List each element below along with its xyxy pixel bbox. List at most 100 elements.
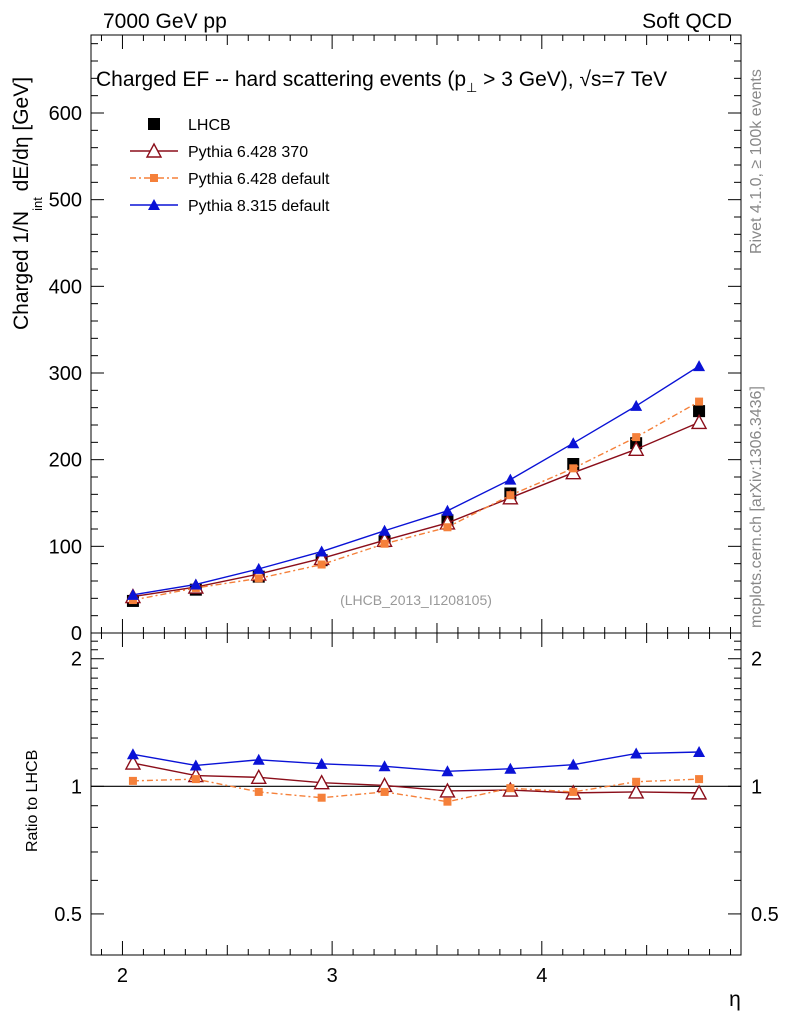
ratio-point <box>380 787 389 796</box>
ratio-series-line <box>132 751 700 773</box>
legend-marker <box>145 142 163 158</box>
ytick-label: 600 <box>49 103 82 125</box>
main-point <box>690 413 708 430</box>
ratio-point <box>693 745 706 757</box>
ratio-point <box>439 782 456 798</box>
ratio-series-0 <box>124 754 708 800</box>
ratio-point <box>569 787 578 796</box>
main-point <box>569 464 578 473</box>
ratio-point <box>504 762 517 774</box>
legend-label: Pythia 8.315 default <box>188 198 330 215</box>
top-ylabel-sub: int <box>30 197 45 211</box>
ytick-label: 200 <box>49 450 82 472</box>
ratio-point <box>627 783 645 799</box>
ratio-point <box>695 775 704 784</box>
bottom-ylabel: Ratio to LHCB <box>24 750 41 852</box>
legend: LHCB Pythia 6.428 370 Pythia 6.428 default… <box>130 117 330 215</box>
ratio-series-1 <box>128 775 704 806</box>
ytick-label: 300 <box>49 363 82 385</box>
ratio-point <box>443 797 452 806</box>
legend-label: Pythia 6.428 default <box>188 171 330 188</box>
legend-item: Pythia 8.315 default <box>130 198 330 215</box>
main-point <box>632 433 641 442</box>
main-point <box>630 399 643 411</box>
ratio-point <box>630 747 643 759</box>
ratio-point <box>378 760 391 772</box>
rivet-label: Rivet 4.1.0, ≥ 100k events <box>748 69 765 254</box>
ratio-point <box>126 748 139 760</box>
xtick-label: 2 <box>117 965 128 987</box>
ratio-ytick-label-right: 0.5 <box>751 904 779 926</box>
ratio-point <box>315 757 328 769</box>
legend-item: LHCB <box>148 117 231 134</box>
main-point <box>693 405 706 418</box>
top-panel-series <box>124 360 708 607</box>
ratio-series-line <box>132 762 700 794</box>
bottom-panel-series <box>124 745 708 806</box>
ratio-point <box>191 775 200 784</box>
xtick-label: 3 <box>327 965 338 987</box>
ratio-point <box>250 768 267 785</box>
legend-item: Pythia 6.428 default <box>130 171 330 188</box>
chart-title: Charged EF -- hard scattering events (p⊥… <box>96 68 667 95</box>
main-series-3 <box>126 360 706 600</box>
ytick-label: 400 <box>49 276 82 298</box>
ratio-ytick-label: 2 <box>71 649 82 671</box>
ytick-label: 100 <box>49 536 82 558</box>
main-point <box>567 437 580 449</box>
main-series-line <box>132 400 700 601</box>
legend-item: Pythia 6.428 370 <box>130 142 308 161</box>
legend-label: Pythia 6.428 370 <box>188 144 308 161</box>
ratio-point <box>189 759 202 771</box>
chart-title-main: Charged EF -- hard scattering events (p <box>96 68 466 91</box>
ratio-point <box>632 777 641 786</box>
main-point <box>126 588 139 600</box>
ratio-ytick-label-right: 2 <box>751 649 762 671</box>
ratio-point <box>317 793 326 802</box>
top-axis-ticks: 0 100 200 300 400 500 600 <box>49 35 741 645</box>
main-point <box>695 397 704 406</box>
bottom-panel-frame <box>90 632 742 956</box>
ratio-ytick-label: 1 <box>71 776 82 798</box>
legend-marker <box>148 199 160 210</box>
main-point <box>317 560 326 569</box>
ratio-point <box>441 765 454 777</box>
chart-title-sub: ⊥ <box>466 80 477 95</box>
ratio-ytick-label-right: 1 <box>751 776 762 798</box>
xtick-label: 4 <box>536 965 547 987</box>
main-point <box>315 545 328 557</box>
top-ylabel-a: Charged 1/N <box>10 211 33 330</box>
ytick-label: 0 <box>71 623 82 645</box>
ratio-ytick-label: 0.5 <box>54 904 82 926</box>
ratio-point <box>252 753 265 765</box>
chart-title-tail: > 3 GeV), √s=7 TeV <box>477 68 667 91</box>
main-point <box>378 524 391 536</box>
analysis-watermark: (LHCB_2013_I1208105) <box>340 592 492 608</box>
main-point <box>189 578 202 590</box>
top-ylabel-b: dE/dη [GeV] <box>10 77 33 197</box>
main-point <box>254 574 263 583</box>
top-ylabel: Charged 1/Nint dE/dη [GeV] <box>10 77 45 330</box>
header-left: 7000 GeV pp <box>103 10 227 33</box>
main-point <box>504 473 517 485</box>
ratio-series-2 <box>126 745 706 777</box>
xlabel: η <box>729 988 741 1011</box>
main-series-0 <box>126 405 706 607</box>
main-series-2 <box>128 397 704 605</box>
main-series-line <box>132 365 700 596</box>
ratio-series-line <box>132 778 700 803</box>
main-series-line <box>132 421 700 598</box>
ratio-point <box>254 787 263 796</box>
ratio-point <box>690 784 708 800</box>
ytick-label: 500 <box>49 190 82 212</box>
main-point <box>128 596 137 605</box>
ratio-point <box>506 784 515 793</box>
ratio-point <box>128 776 137 785</box>
ratio-point <box>124 754 142 770</box>
legend-marker <box>150 174 158 182</box>
main-point <box>506 491 515 500</box>
mcplots-label: mcplots.cern.ch [arXiv:1306.3436] <box>748 386 765 628</box>
main-point <box>693 360 706 372</box>
header-right: Soft QCD <box>642 10 732 33</box>
